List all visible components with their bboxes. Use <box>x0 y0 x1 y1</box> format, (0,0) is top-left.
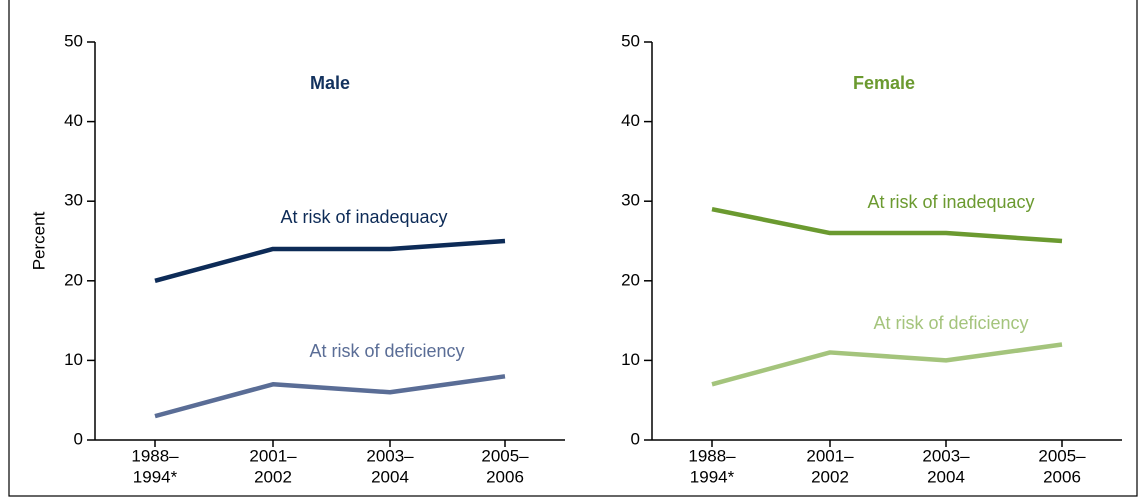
x-tick-label: 2006 <box>486 467 524 486</box>
x-tick-label: 2004 <box>371 467 409 486</box>
x-tick-label: 2004 <box>927 467 965 486</box>
y-tick-label: 10 <box>64 350 83 369</box>
y-tick-label: 40 <box>64 111 83 130</box>
y-tick-label: 30 <box>621 191 640 210</box>
x-tick-label: 2003– <box>922 446 970 465</box>
y-tick-label: 30 <box>64 191 83 210</box>
series-label: At risk of deficiency <box>873 313 1028 333</box>
x-tick-label: 2002 <box>254 467 292 486</box>
x-tick-label: 2005– <box>481 446 529 465</box>
series-line <box>154 374 506 419</box>
series-line <box>711 206 1063 244</box>
y-axis-label: Percent <box>29 211 48 270</box>
series-label: At risk of inadequacy <box>280 207 447 227</box>
x-tick-label: 2003– <box>366 446 414 465</box>
y-tick-label: 10 <box>621 350 640 369</box>
panel-title: Female <box>853 73 915 93</box>
y-tick-label: 20 <box>64 270 83 289</box>
y-tick-label: 40 <box>621 111 640 130</box>
y-tick-label: 20 <box>621 270 640 289</box>
x-tick-label: 2001– <box>249 446 297 465</box>
y-tick-label: 50 <box>64 31 83 50</box>
x-tick-label: 2001– <box>806 446 854 465</box>
panel-title: Male <box>310 73 350 93</box>
frame <box>8 0 1138 497</box>
x-tick-label: 1988– <box>131 446 179 465</box>
x-tick-label: 1994* <box>690 467 735 486</box>
x-tick-label: 1994* <box>133 467 178 486</box>
series-label: At risk of inadequacy <box>867 192 1034 212</box>
x-tick-label: 1988– <box>688 446 736 465</box>
x-tick-label: 2005– <box>1038 446 1086 465</box>
y-tick-label: 0 <box>74 429 83 448</box>
series-line <box>154 238 506 283</box>
series-label: At risk of deficiency <box>309 341 464 361</box>
x-tick-label: 2002 <box>811 467 849 486</box>
y-tick-label: 50 <box>621 31 640 50</box>
x-tick-label: 2006 <box>1043 467 1081 486</box>
series-line <box>711 342 1063 387</box>
y-tick-label: 0 <box>631 429 640 448</box>
